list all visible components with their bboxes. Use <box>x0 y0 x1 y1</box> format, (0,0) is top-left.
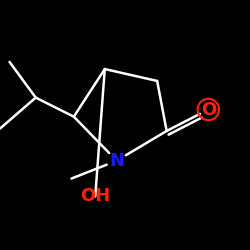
Text: N: N <box>109 152 124 170</box>
Text: O: O <box>201 100 216 118</box>
Text: OH: OH <box>80 188 110 206</box>
